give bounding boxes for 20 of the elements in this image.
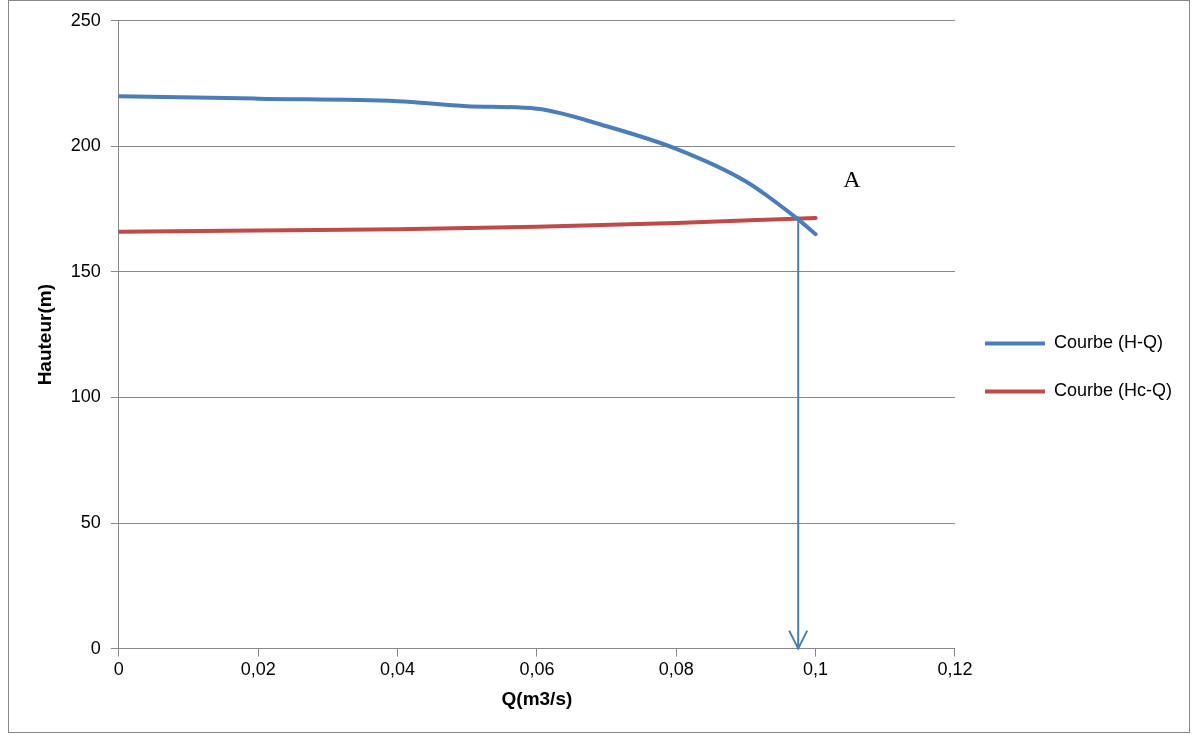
line-series bbox=[118, 215, 818, 234]
line-series bbox=[118, 94, 818, 237]
x-tick-label: 0,06 bbox=[519, 659, 555, 680]
y-tick-label: 50 bbox=[80, 512, 101, 533]
y-tick-label: 250 bbox=[70, 9, 101, 30]
x-tick-label: 0,12 bbox=[937, 659, 973, 680]
y-tick-label: 100 bbox=[70, 386, 101, 407]
legend-label: Courbe (Hc-Q) bbox=[1053, 380, 1173, 401]
legend-label: Courbe (H-Q) bbox=[1053, 332, 1164, 353]
y-tick-label: 150 bbox=[70, 260, 101, 281]
annotation: A bbox=[843, 165, 862, 192]
x-tick-label: 0,04 bbox=[380, 659, 416, 680]
x-tick-label: 0 bbox=[113, 659, 124, 680]
x-tick-label: 0,1 bbox=[803, 659, 829, 680]
y-axis-title: Hauteur(m) bbox=[33, 284, 55, 386]
y-tick-label: 200 bbox=[70, 135, 101, 156]
x-tick-label: 0,08 bbox=[658, 659, 694, 680]
x-axis-title: Q(m3/s) bbox=[501, 687, 573, 709]
y-tick-label: 0 bbox=[90, 637, 101, 658]
x-tick-label: 0,02 bbox=[240, 659, 276, 680]
